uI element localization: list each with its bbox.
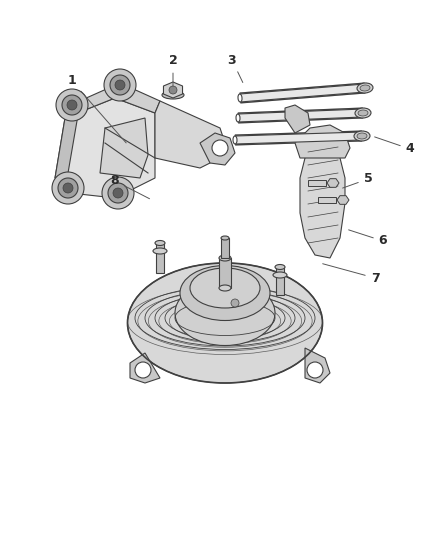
Circle shape xyxy=(169,86,177,94)
Circle shape xyxy=(56,89,88,121)
Polygon shape xyxy=(55,103,78,178)
Ellipse shape xyxy=(153,248,167,254)
Ellipse shape xyxy=(358,110,368,116)
Circle shape xyxy=(135,362,151,378)
Circle shape xyxy=(307,362,323,378)
Polygon shape xyxy=(240,84,365,102)
Ellipse shape xyxy=(127,263,322,383)
Polygon shape xyxy=(235,132,362,144)
Circle shape xyxy=(113,188,123,198)
Ellipse shape xyxy=(180,265,270,320)
Text: 6: 6 xyxy=(349,230,387,247)
Polygon shape xyxy=(100,118,148,178)
Polygon shape xyxy=(155,101,225,168)
Ellipse shape xyxy=(221,236,229,240)
Ellipse shape xyxy=(357,83,373,93)
Ellipse shape xyxy=(155,240,165,246)
Polygon shape xyxy=(276,267,284,295)
Text: 2: 2 xyxy=(169,54,177,86)
Ellipse shape xyxy=(355,108,371,118)
Polygon shape xyxy=(156,243,164,273)
Text: 3: 3 xyxy=(228,53,243,83)
Ellipse shape xyxy=(233,136,237,144)
Polygon shape xyxy=(55,98,155,198)
Circle shape xyxy=(104,69,136,101)
Ellipse shape xyxy=(357,133,367,139)
Ellipse shape xyxy=(236,114,240,122)
Polygon shape xyxy=(308,180,326,186)
Ellipse shape xyxy=(219,255,231,261)
Text: 4: 4 xyxy=(374,137,414,156)
Polygon shape xyxy=(285,105,310,133)
Ellipse shape xyxy=(360,85,370,91)
Ellipse shape xyxy=(162,91,184,99)
Polygon shape xyxy=(163,82,183,98)
Circle shape xyxy=(62,95,82,115)
Circle shape xyxy=(115,80,125,90)
Polygon shape xyxy=(65,83,160,118)
Ellipse shape xyxy=(175,280,275,345)
Polygon shape xyxy=(337,196,349,204)
Polygon shape xyxy=(130,353,160,383)
Ellipse shape xyxy=(190,268,260,308)
Polygon shape xyxy=(318,197,336,203)
Circle shape xyxy=(231,299,239,307)
Circle shape xyxy=(58,178,78,198)
Circle shape xyxy=(63,183,73,193)
Circle shape xyxy=(102,177,134,209)
Circle shape xyxy=(52,172,84,204)
Circle shape xyxy=(212,140,228,156)
Ellipse shape xyxy=(238,94,242,102)
Text: 1: 1 xyxy=(67,75,126,143)
Ellipse shape xyxy=(275,264,285,270)
Polygon shape xyxy=(305,348,330,383)
Circle shape xyxy=(108,183,128,203)
Ellipse shape xyxy=(273,272,287,278)
Ellipse shape xyxy=(219,285,231,291)
Polygon shape xyxy=(238,109,363,122)
Circle shape xyxy=(67,100,77,110)
Ellipse shape xyxy=(354,131,370,141)
Circle shape xyxy=(110,75,130,95)
Polygon shape xyxy=(221,238,229,258)
Polygon shape xyxy=(219,258,231,288)
Polygon shape xyxy=(200,133,235,165)
Text: 8: 8 xyxy=(111,174,149,199)
Text: 5: 5 xyxy=(343,173,372,188)
Polygon shape xyxy=(327,179,339,187)
Polygon shape xyxy=(300,148,345,258)
Polygon shape xyxy=(295,125,350,158)
Text: 7: 7 xyxy=(323,264,379,285)
